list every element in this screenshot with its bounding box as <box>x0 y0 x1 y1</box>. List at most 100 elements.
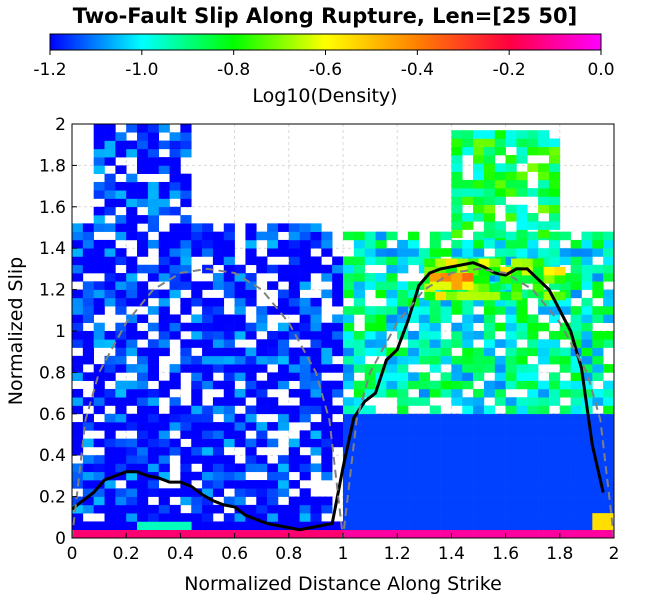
heatmap-cell <box>212 331 225 340</box>
heatmap-cell <box>115 248 127 257</box>
heatmap-cell <box>581 446 593 456</box>
heatmap-cell <box>267 239 279 249</box>
heatmap-cell <box>93 380 105 390</box>
heatmap-cell <box>451 413 463 423</box>
heatmap-cell <box>245 438 257 448</box>
heatmap-cell <box>212 239 225 249</box>
heatmap-cell <box>489 266 501 276</box>
heatmap-cell <box>212 306 225 315</box>
heatmap-cell <box>147 488 160 497</box>
heatmap-cell <box>245 488 257 497</box>
heatmap-cell <box>115 306 127 315</box>
heatmap-cell <box>559 446 571 456</box>
heatmap-cell <box>223 455 235 464</box>
heatmap-cell <box>353 248 365 257</box>
heatmap-cell <box>559 306 571 315</box>
heatmap-cell <box>82 496 94 506</box>
heatmap-cell <box>115 455 127 464</box>
heatmap-cell <box>603 248 614 257</box>
heatmap-cell <box>500 291 512 301</box>
heatmap-cell <box>191 380 203 390</box>
heatmap-cell <box>104 264 116 274</box>
heatmap-cell <box>516 471 528 481</box>
heatmap-cell <box>570 529 582 538</box>
y-tick-label: 2 <box>55 115 66 135</box>
heatmap-cell <box>115 231 127 241</box>
heatmap-cell <box>429 504 441 514</box>
heatmap-cell <box>299 273 311 282</box>
heatmap-cell <box>603 463 614 473</box>
heatmap-cell <box>180 471 192 481</box>
heatmap-cell <box>234 355 246 365</box>
x-tick-label: 0.2 <box>113 544 140 564</box>
heatmap-cell <box>256 513 268 522</box>
heatmap-cell <box>202 364 214 373</box>
heatmap-cell <box>169 206 181 216</box>
heatmap-cell <box>559 355 571 365</box>
heatmap-cell <box>126 314 138 324</box>
heatmap-cell <box>440 355 452 365</box>
heatmap-cell <box>375 521 387 531</box>
heatmap-cell <box>418 388 431 398</box>
heatmap-cell <box>375 331 387 340</box>
heatmap-cell <box>158 314 170 324</box>
heatmap-cell <box>310 496 322 506</box>
heatmap-cell <box>82 438 94 448</box>
heatmap-cell <box>559 347 571 357</box>
heatmap-cell <box>581 480 593 489</box>
heatmap-cell <box>543 291 555 301</box>
heatmap-cell <box>364 455 376 464</box>
heatmap-cell <box>570 388 582 398</box>
heatmap-cell <box>321 422 333 431</box>
heatmap-cell <box>72 322 84 332</box>
heatmap-cell <box>429 339 441 348</box>
heatmap-cell <box>386 264 398 274</box>
heatmap-cell <box>603 521 614 531</box>
heatmap-cell <box>548 204 561 214</box>
heatmap-cell <box>408 438 420 448</box>
heatmap-cell <box>554 275 566 284</box>
heatmap-cell <box>353 239 365 249</box>
heatmap-cell <box>505 521 517 531</box>
colorbar: -1.2 -1.0 -0.8 -0.6 -0.4 -0.2 0.0 Log10(Densit… <box>33 33 615 107</box>
heatmap-cell <box>180 248 192 257</box>
heatmap-cell <box>277 463 290 473</box>
heatmap-cell <box>581 496 593 506</box>
heatmap-cell <box>245 322 257 332</box>
heatmap-cell <box>397 248 409 257</box>
heatmap-cell <box>72 529 84 538</box>
heatmap-cell <box>310 223 322 232</box>
heatmap-cell <box>505 480 517 489</box>
heatmap-cell <box>527 455 539 464</box>
heatmap-cell <box>494 521 506 531</box>
heatmap-cell <box>223 521 235 531</box>
heatmap-cell <box>527 188 539 197</box>
heatmap-cell <box>408 239 420 249</box>
heatmap-cell <box>277 347 290 357</box>
heatmap-cell <box>126 480 138 489</box>
heatmap-cell <box>516 221 528 230</box>
heatmap-cell <box>473 347 485 357</box>
heatmap-cell <box>429 529 441 538</box>
heatmap-cell <box>332 264 344 274</box>
heatmap-cell <box>212 446 225 456</box>
heatmap-cell <box>137 364 149 373</box>
heatmap-cell <box>570 496 582 506</box>
heatmap-cell <box>158 297 170 307</box>
heatmap-cell <box>104 331 116 340</box>
heatmap-cell <box>299 372 311 381</box>
heatmap-cell <box>408 471 420 481</box>
heatmap-cell <box>364 529 376 538</box>
heatmap-cell <box>451 504 463 514</box>
heatmap-cell <box>429 248 441 257</box>
heatmap-cell <box>82 297 94 307</box>
heatmap-cell <box>473 496 485 506</box>
heatmap-cell <box>462 504 474 514</box>
heatmap-cell <box>126 339 138 348</box>
heatmap-cell <box>462 471 474 481</box>
heatmap-cell <box>256 256 268 266</box>
heatmap-cell <box>191 504 203 514</box>
heatmap-cell <box>440 529 452 538</box>
heatmap-cell <box>180 405 192 415</box>
heatmap-cell <box>277 488 290 497</box>
